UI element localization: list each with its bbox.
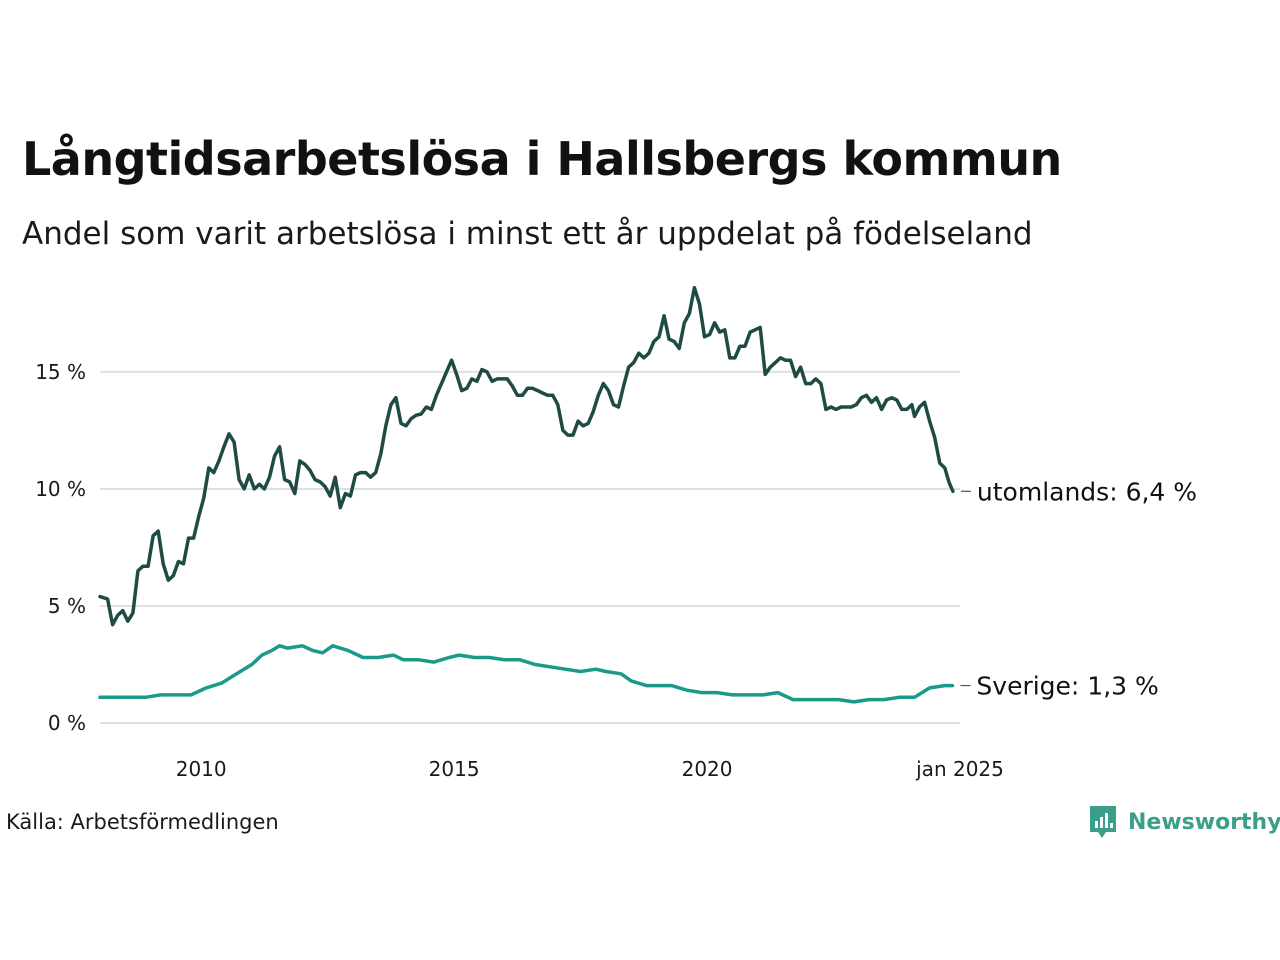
brand-name: Newsworthy [1128,809,1280,835]
newsworthy-logo-icon [1090,806,1116,838]
gridlines [100,370,960,724]
y-axis-ticks: 0 % 5 % 10 % 15 % [35,360,86,735]
series-label-0: utomlands: 6,4 % [977,477,1197,506]
x-tick-label: 2015 [429,757,480,781]
chart-title: Långtidsarbetslösa i Hallsbergs kommun [22,132,1062,186]
series-line-0 [98,285,955,627]
chart-subtitle: Andel som varit arbetslösa i minst ett å… [22,216,1033,252]
x-tick-label: 2010 [176,757,227,781]
y-tick-label: 15 % [35,360,86,384]
source-note: Källa: Arbetsförmedlingen [6,810,279,834]
series-label-1: Sverige: 1,3 % [976,672,1158,701]
y-tick-label: 10 % [35,477,86,501]
x-axis-ticks: 2010 2015 2020 jan 2025 [176,757,1004,781]
series-line-1 [98,644,955,704]
y-tick-label: 0 % [48,711,86,735]
series-lines [98,285,955,704]
series-end-labels: utomlands: 6,4 % Sverige: 1,3 % [960,477,1197,701]
brand-logo: Newsworthy [1088,804,1280,840]
y-tick-label: 5 % [48,594,86,618]
x-tick-label: 2020 [682,757,733,781]
x-tick-label: jan 2025 [915,757,1004,781]
